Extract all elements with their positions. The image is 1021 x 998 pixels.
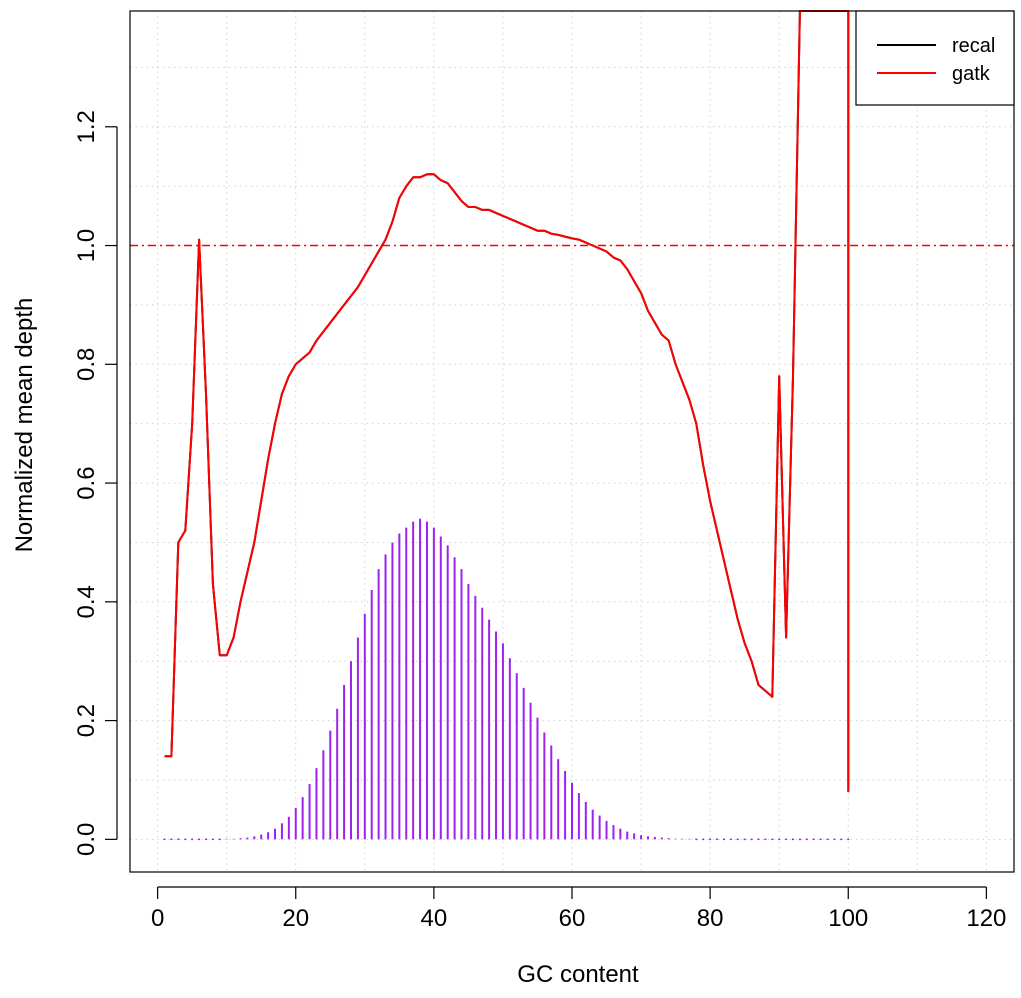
legend-label-gatk: gatk: [952, 63, 991, 85]
y-tick-label: 0.4: [73, 585, 100, 618]
x-tick-label: 20: [282, 905, 309, 932]
y-tick-label: 0.8: [73, 348, 100, 381]
y-tick-label: 0.6: [73, 466, 100, 499]
y-tick-label: 0.0: [73, 823, 100, 856]
x-tick-label: 0: [151, 905, 164, 932]
legend-box: [855, 10, 1015, 106]
y-tick-label: 0.2: [73, 704, 100, 737]
x-tick-label: 60: [559, 905, 586, 932]
x-axis-label: GC content: [517, 961, 639, 988]
x-tick-label: 80: [697, 905, 724, 932]
y-axis-label: Normalized mean depth: [11, 298, 38, 553]
x-tick-label: 100: [828, 905, 868, 932]
y-axis: 0.0 0.2 0.4 0.6 0.8 1.0 1.2: [73, 110, 118, 856]
legend: recal gatk: [855, 10, 1015, 106]
legend-label-recal: recal: [952, 35, 995, 57]
x-tick-label: 120: [966, 905, 1006, 932]
plot-frame: [129, 10, 1015, 873]
gc-distribution-histogram: [163, 518, 850, 841]
series-line-gatk: [164, 10, 850, 792]
y-tick-label: 1.0: [73, 229, 100, 262]
series-lines: [164, 10, 850, 792]
x-axis: 0 20 40 60 80 100 120: [151, 886, 1006, 932]
y-tick-label: 1.2: [73, 110, 100, 143]
grid-lines: [130, 11, 1014, 872]
x-tick-label: 40: [421, 905, 448, 932]
